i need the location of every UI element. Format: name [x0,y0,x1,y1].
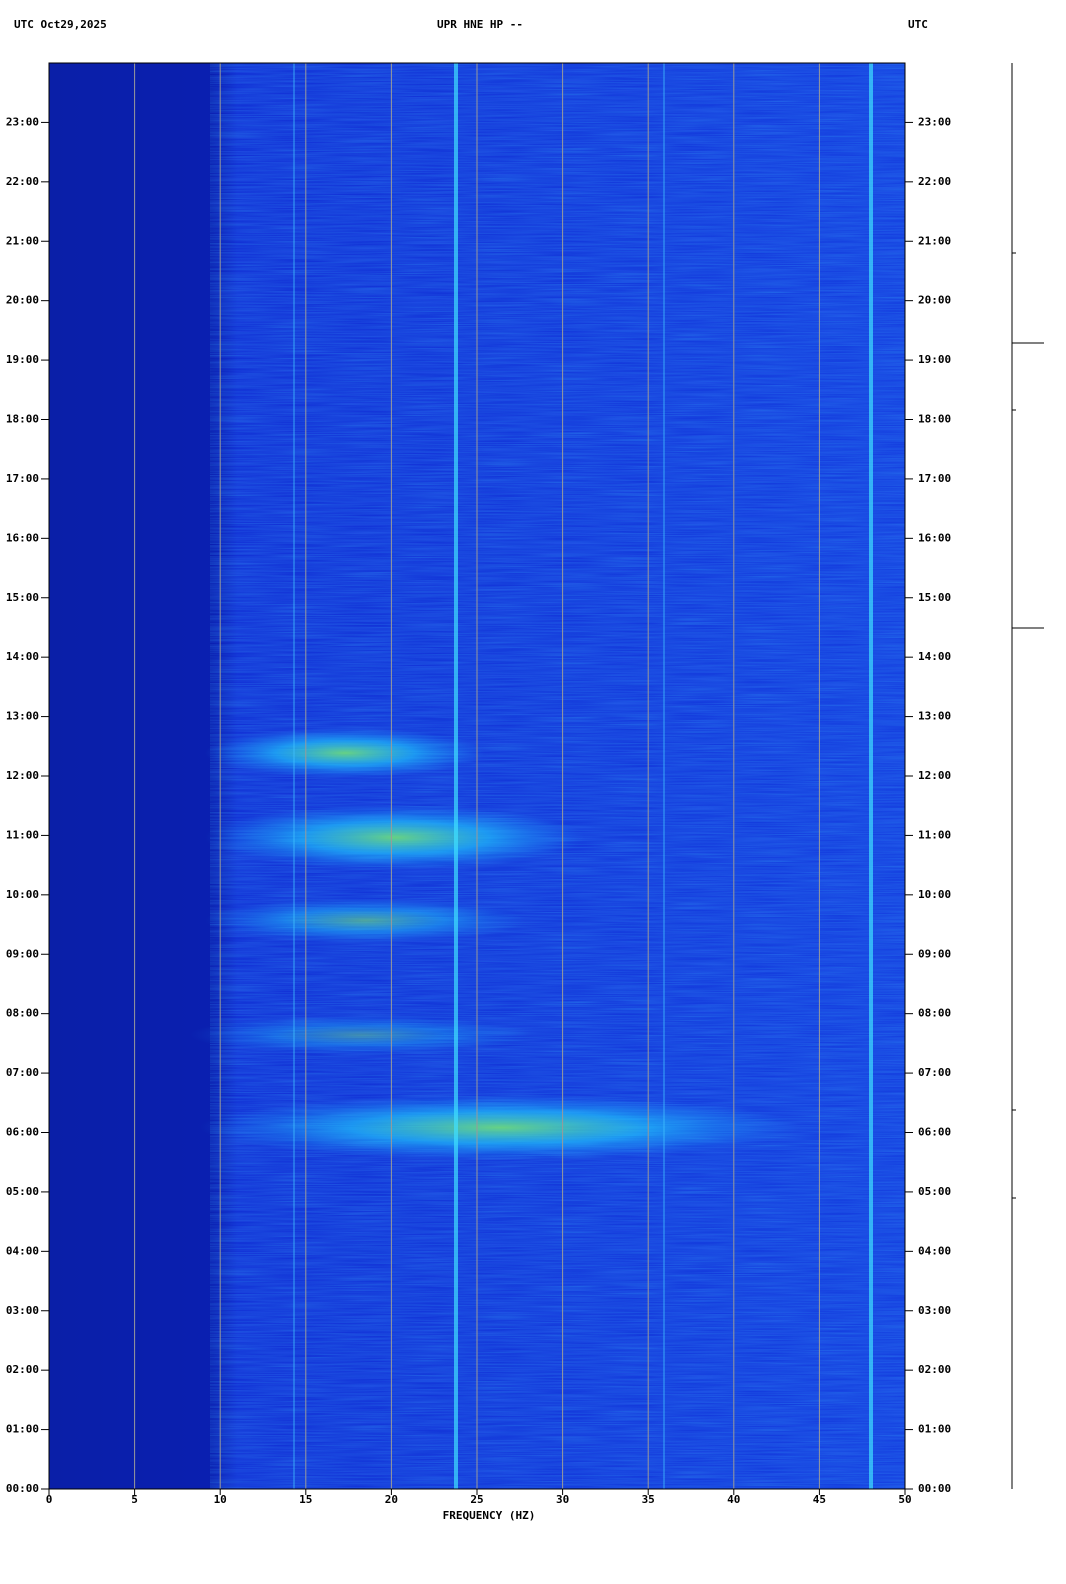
y-tick-label: 17:00 [6,472,39,485]
y-tick-label: 23:00 [918,115,951,128]
chart-title: UPR HNE HP -- [437,18,523,31]
y-tick-label: 01:00 [6,1423,39,1436]
y-tick-label: 09:00 [918,947,951,960]
y-tick-label: 04:00 [918,1244,951,1257]
y-tick-label: 03:00 [918,1304,951,1317]
x-tick-label: 50 [898,1493,911,1506]
x-tick-label: 25 [470,1493,483,1506]
x-tick-label: 35 [642,1493,655,1506]
y-tick-label: 13:00 [918,710,951,723]
right-panel [1011,63,1044,1489]
y-tick-label: 15:00 [6,591,39,604]
y-tick-label: 12:00 [6,769,39,782]
utc-label: UTC [908,18,928,31]
y-tick-label: 14:00 [918,650,951,663]
y-tick-label: 06:00 [6,1126,39,1139]
x-tick-label: 40 [727,1493,740,1506]
y-tick-label: 23:00 [6,115,39,128]
y-tick-label: 02:00 [918,1363,951,1376]
y-tick-label: 21:00 [918,234,951,247]
y-tick-label: 05:00 [6,1185,39,1198]
y-tick-label: 18:00 [6,413,39,426]
x-tick-label: 10 [214,1493,227,1506]
y-tick-label: 03:00 [6,1304,39,1317]
y-tick-label: 10:00 [918,888,951,901]
y-tick-label: 14:00 [6,650,39,663]
y-tick-label: 19:00 [918,353,951,366]
y-tick-label: 00:00 [6,1482,39,1495]
plot-frame [48,62,906,1490]
y-tick-label: 17:00 [918,472,951,485]
x-tick-label: 5 [131,1493,138,1506]
y-tick-label: 15:00 [918,591,951,604]
x-tick-label: 0 [46,1493,53,1506]
x-tick-label: 15 [299,1493,312,1506]
y-tick-label: 10:00 [6,888,39,901]
y-tick-label: 07:00 [918,1066,951,1079]
y-tick-label: 04:00 [6,1244,39,1257]
y-tick-label: 22:00 [918,175,951,188]
x-tick-label: 45 [813,1493,826,1506]
y-tick-label: 07:00 [6,1066,39,1079]
y-tick-label: 05:00 [918,1185,951,1198]
y-tick-label: 11:00 [6,828,39,841]
y-tick-label: 19:00 [6,353,39,366]
y-tick-label: 06:00 [918,1126,951,1139]
y-tick-label: 18:00 [918,413,951,426]
y-tick-label: 20:00 [918,294,951,307]
y-tick-label: 16:00 [6,531,39,544]
y-tick-label: 08:00 [918,1007,951,1020]
date-label: UTC Oct29,2025 [14,18,107,31]
y-tick-label: 12:00 [918,769,951,782]
y-tick-label: 08:00 [6,1007,39,1020]
y-tick-label: 22:00 [6,175,39,188]
y-tick-label: 09:00 [6,947,39,960]
x-tick-label: 30 [556,1493,569,1506]
y-tick-label: 21:00 [6,234,39,247]
y-tick-label: 16:00 [918,531,951,544]
y-tick-label: 11:00 [918,828,951,841]
y-tick-label: 02:00 [6,1363,39,1376]
y-tick-label: 13:00 [6,710,39,723]
x-axis-label: FREQUENCY (HZ) [443,1509,536,1522]
y-tick-label: 20:00 [6,294,39,307]
x-tick-label: 20 [385,1493,398,1506]
y-tick-label: 00:00 [918,1482,951,1495]
y-tick-label: 01:00 [918,1423,951,1436]
